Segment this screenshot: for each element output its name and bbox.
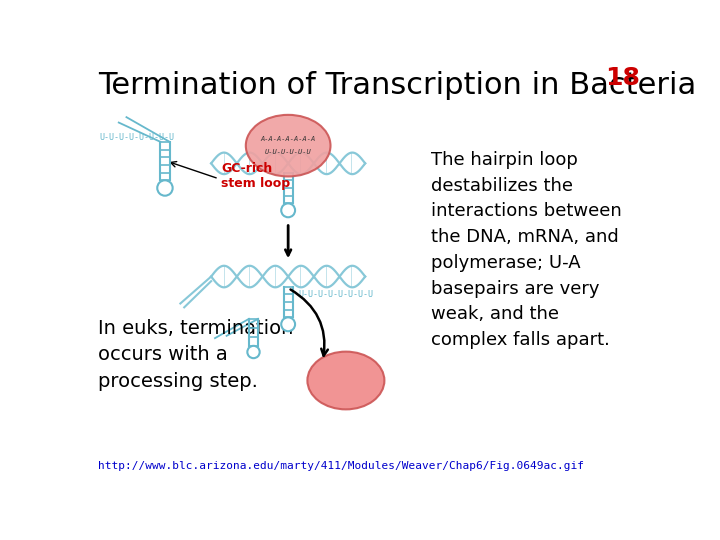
FancyArrowPatch shape xyxy=(291,289,328,356)
Text: The hairpin loop
destabilizes the
interactions between
the DNA, mRNA, and
polyme: The hairpin loop destabilizes the intera… xyxy=(431,151,621,349)
Text: U-U-U-U-U-U-U-U: U-U-U-U-U-U-U-U xyxy=(298,290,373,299)
Text: http://www.blc.arizona.edu/marty/411/Modules/Weaver/Chap6/Fig.0649ac.gif: http://www.blc.arizona.edu/marty/411/Mod… xyxy=(98,461,584,471)
Text: U-U-U-U-U-U: U-U-U-U-U-U xyxy=(265,149,312,155)
Circle shape xyxy=(157,180,173,195)
Text: Termination of Transcription in Bacteria: Termination of Transcription in Bacteria xyxy=(98,71,696,100)
Text: GC-rich
stem loop: GC-rich stem loop xyxy=(221,163,290,191)
Text: U-U-U-U-U-U-U-U: U-U-U-U-U-U-U-U xyxy=(99,133,174,143)
Ellipse shape xyxy=(246,115,330,177)
Circle shape xyxy=(282,204,295,217)
Text: A-A-A-A-A-A-A: A-A-A-A-A-A-A xyxy=(261,137,316,143)
Ellipse shape xyxy=(307,352,384,409)
Circle shape xyxy=(282,318,295,331)
Text: In euks, termination
occurs with a
processing step.: In euks, termination occurs with a proce… xyxy=(98,319,293,391)
Text: 18: 18 xyxy=(606,66,640,90)
Circle shape xyxy=(248,346,260,358)
